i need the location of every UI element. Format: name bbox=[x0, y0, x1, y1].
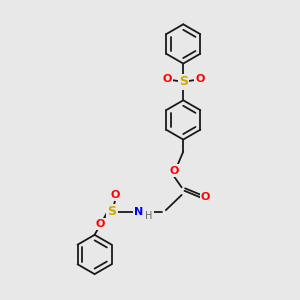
Text: S: S bbox=[179, 75, 188, 88]
Text: O: O bbox=[201, 193, 210, 202]
Text: O: O bbox=[110, 190, 120, 200]
Text: O: O bbox=[195, 74, 204, 84]
Text: N: N bbox=[134, 207, 143, 217]
Text: S: S bbox=[107, 205, 116, 218]
Text: O: O bbox=[162, 74, 172, 84]
Text: H: H bbox=[146, 211, 153, 220]
Text: O: O bbox=[169, 166, 178, 176]
Text: O: O bbox=[95, 219, 105, 229]
